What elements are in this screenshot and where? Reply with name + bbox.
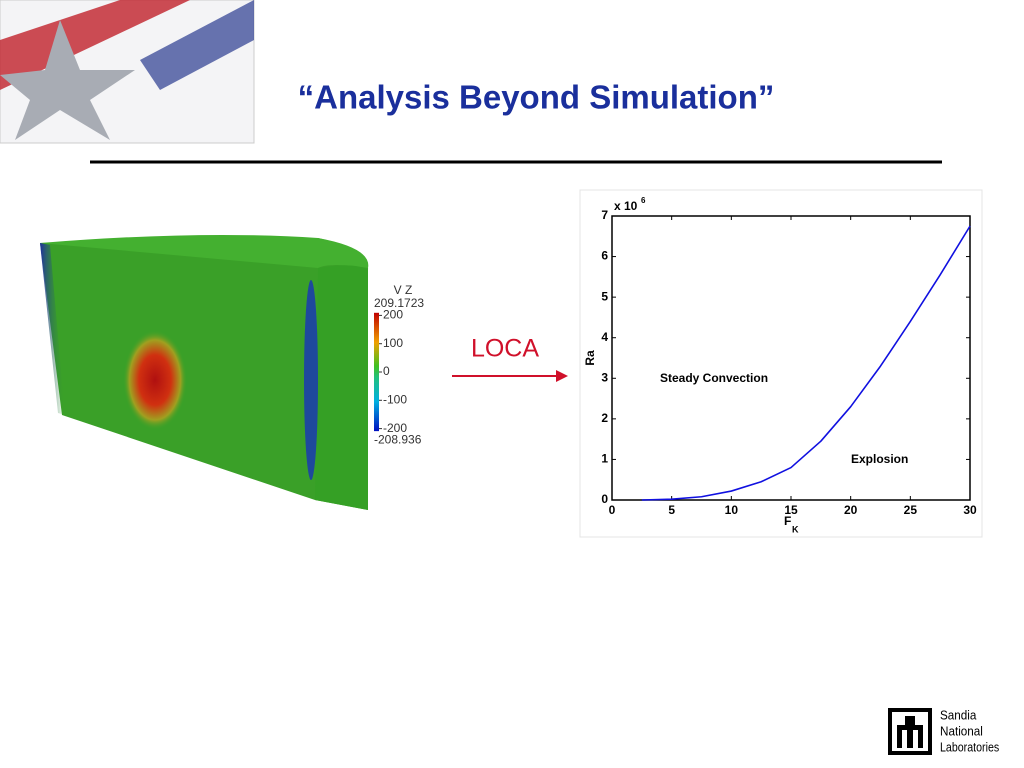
y-multiplier-exp: 6 [641,196,646,205]
colorbar-scale [374,312,379,432]
colorbar: V Z 209.1723 -208.936 200 100 0 -100 -200 [374,283,424,446]
y-tick-label: 3 [601,370,608,384]
colorbar-min: -208.936 [374,432,422,446]
colorbar-tick-label: 200 [383,308,403,322]
logo-line: Sandia [940,708,977,723]
colorbar-tick-label: -200 [383,421,407,435]
x-tick-label: 5 [668,503,675,517]
colorbar-tick-label: -100 [383,392,407,406]
x-tick-label: 25 [904,503,918,517]
x-tick-label: 20 [844,503,858,517]
slide-title: “Analysis Beyond Simulation” [298,79,775,116]
colorbar-max: 209.1723 [374,296,424,310]
arrow [452,370,568,382]
x-axis-label: F [784,514,791,528]
simulation-image [40,234,369,510]
y-tick-label: 5 [601,289,608,303]
x-tick-label: 30 [963,503,977,517]
y-axis-label: Ra [583,350,597,366]
y-tick-label: 0 [601,492,608,506]
y-tick-label: 4 [601,330,608,344]
corner-logo [0,0,255,144]
y-tick-label: 1 [601,452,608,466]
sandia-logo: Sandia National Laboratories [888,708,999,755]
x-tick-label: 0 [609,503,616,517]
data-line [641,225,971,501]
x-tick-label: 10 [725,503,739,517]
x-tick-label: 15 [784,503,798,517]
colorbar-tick-label: 0 [383,364,390,378]
x-axis-label-sub: K [792,524,799,534]
y-tick-label: 2 [601,411,608,425]
logo-line: Laboratories [940,739,999,754]
annotation: Steady Convection [660,371,768,385]
chart-panel [579,189,983,538]
colorbar-tick-label: 100 [383,336,403,350]
annotation: Explosion [851,452,908,466]
colorbar-title: V Z [394,283,413,297]
logo-line: National [940,724,983,739]
y-tick-label: 7 [601,208,608,222]
y-tick-label: 6 [601,249,608,263]
y-multiplier: x 10 [614,199,638,213]
arrow-label: LOCA [471,335,539,363]
